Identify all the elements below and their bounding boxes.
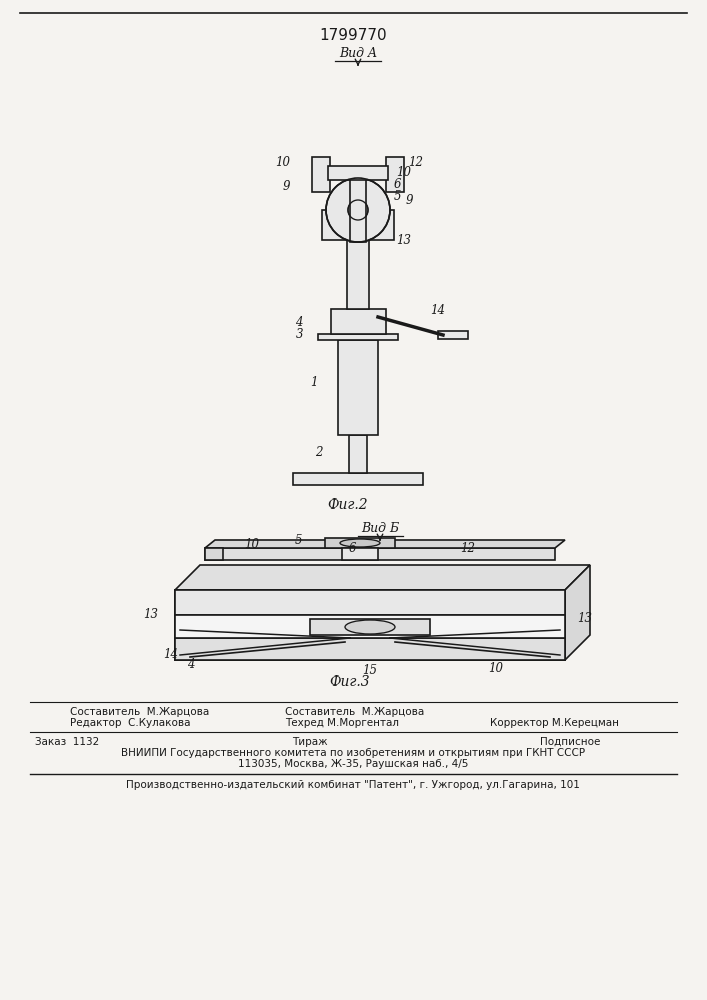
Text: 9: 9	[406, 194, 414, 207]
Text: 13: 13	[143, 608, 158, 621]
Text: 13: 13	[577, 611, 592, 624]
Polygon shape	[175, 590, 565, 660]
Polygon shape	[325, 538, 395, 548]
Polygon shape	[175, 565, 590, 590]
Polygon shape	[205, 548, 555, 560]
Text: Корректор М.Керецман: Корректор М.Керецман	[490, 718, 619, 728]
Ellipse shape	[345, 620, 395, 634]
Polygon shape	[331, 309, 386, 334]
Text: Техред М.Моргентал: Техред М.Моргентал	[285, 718, 399, 728]
Polygon shape	[438, 331, 468, 339]
Polygon shape	[386, 157, 404, 192]
Text: 10: 10	[275, 155, 290, 168]
Text: 14: 14	[430, 304, 445, 316]
Polygon shape	[322, 210, 347, 240]
Text: 4: 4	[296, 316, 303, 328]
Polygon shape	[565, 565, 590, 660]
Text: 10: 10	[396, 165, 411, 178]
Polygon shape	[175, 590, 565, 615]
Polygon shape	[328, 166, 388, 180]
Text: Вид Б: Вид Б	[361, 522, 399, 535]
Text: Вид A: Вид A	[339, 47, 377, 60]
Polygon shape	[347, 240, 369, 309]
Text: 6: 6	[394, 178, 402, 190]
Polygon shape	[205, 540, 565, 548]
Text: 12: 12	[460, 542, 476, 554]
Text: Фиг.3: Фиг.3	[329, 675, 370, 689]
Text: 15: 15	[363, 664, 378, 676]
Text: 1: 1	[310, 375, 318, 388]
Text: Редактор  С.Кулакова: Редактор С.Кулакова	[70, 718, 190, 728]
Text: 9: 9	[283, 180, 290, 192]
Text: ВНИИПИ Государственного комитета по изобретениям и открытиям при ГКНТ СССР: ВНИИПИ Государственного комитета по изоб…	[121, 748, 585, 758]
Circle shape	[348, 200, 368, 220]
Text: 13: 13	[396, 234, 411, 247]
Text: 1799770: 1799770	[319, 27, 387, 42]
Polygon shape	[338, 340, 378, 435]
Polygon shape	[175, 638, 565, 660]
Polygon shape	[318, 334, 398, 340]
Text: Фиг.2: Фиг.2	[327, 498, 368, 512]
Polygon shape	[349, 435, 367, 473]
Text: Тираж: Тираж	[292, 737, 328, 747]
Circle shape	[326, 178, 390, 242]
Polygon shape	[310, 619, 430, 635]
Text: 4: 4	[187, 658, 195, 672]
Text: 10: 10	[488, 662, 503, 674]
Polygon shape	[175, 615, 565, 638]
Text: 5: 5	[394, 190, 402, 202]
Polygon shape	[293, 473, 423, 485]
Polygon shape	[369, 210, 394, 240]
Text: 3: 3	[296, 328, 303, 340]
Polygon shape	[342, 548, 378, 560]
Text: 6: 6	[349, 542, 356, 554]
Polygon shape	[350, 175, 366, 242]
Text: Производственно-издательский комбинат "Патент", г. Ужгород, ул.Гагарина, 101: Производственно-издательский комбинат "П…	[126, 780, 580, 790]
Ellipse shape	[340, 539, 380, 547]
Text: 2: 2	[315, 446, 323, 458]
Text: 12: 12	[408, 155, 423, 168]
Polygon shape	[312, 157, 330, 192]
Text: Составитель  М.Жарцова: Составитель М.Жарцова	[285, 707, 424, 717]
Polygon shape	[205, 548, 223, 560]
Text: Заказ  1132: Заказ 1132	[35, 737, 99, 747]
Text: 5: 5	[294, 534, 302, 546]
Text: 14: 14	[163, 648, 178, 662]
Text: 113035, Москва, Ж-35, Раушская наб., 4/5: 113035, Москва, Ж-35, Раушская наб., 4/5	[238, 759, 468, 769]
Text: 10: 10	[245, 538, 259, 552]
Polygon shape	[175, 590, 565, 660]
Text: Подписное: Подписное	[540, 737, 600, 747]
Text: Составитель  М.Жарцова: Составитель М.Жарцова	[70, 707, 209, 717]
